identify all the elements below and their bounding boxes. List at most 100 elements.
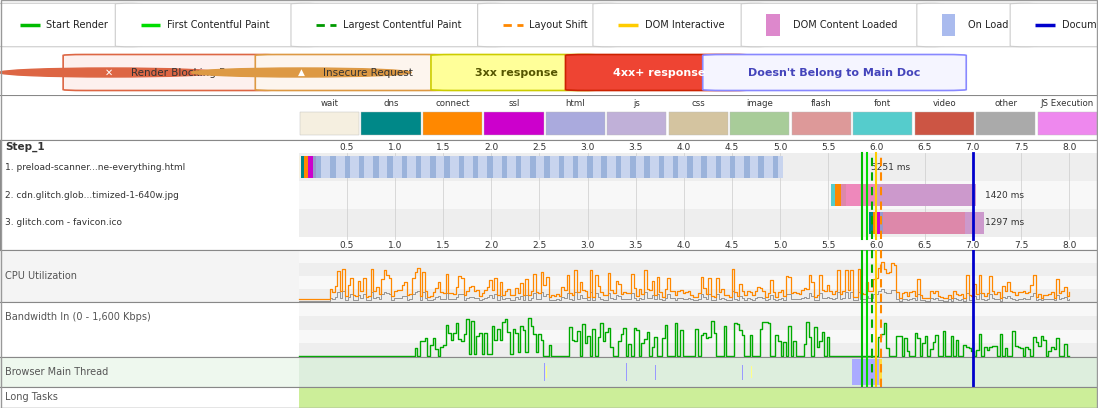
Text: font: font xyxy=(874,99,892,108)
Bar xyxy=(942,14,955,36)
FancyBboxPatch shape xyxy=(63,55,277,91)
Bar xyxy=(299,181,1098,209)
Text: Largest Contentful Paint: Largest Contentful Paint xyxy=(343,20,461,30)
Text: Render Blocking Resource: Render Blocking Resource xyxy=(131,67,267,78)
Bar xyxy=(607,112,666,135)
Bar xyxy=(502,156,507,178)
Circle shape xyxy=(0,68,220,77)
Bar xyxy=(345,156,350,178)
Text: 5.0: 5.0 xyxy=(773,241,787,250)
Text: js: js xyxy=(634,99,640,108)
Text: 3.0: 3.0 xyxy=(581,241,595,250)
Bar xyxy=(299,289,1098,302)
Text: other: other xyxy=(995,99,1017,108)
Bar xyxy=(488,156,493,178)
Text: 5.0: 5.0 xyxy=(773,143,787,152)
Bar xyxy=(473,156,479,178)
Text: ssl: ssl xyxy=(508,99,519,108)
Text: Browser Main Thread: Browser Main Thread xyxy=(5,367,109,377)
Text: 4.0: 4.0 xyxy=(676,143,691,152)
Text: 1420 ms: 1420 ms xyxy=(985,191,1023,200)
Text: 5.5: 5.5 xyxy=(821,143,836,152)
Bar xyxy=(299,263,1098,276)
Bar xyxy=(716,156,721,178)
Text: DOM Interactive: DOM Interactive xyxy=(645,20,725,30)
Bar xyxy=(877,212,879,234)
FancyBboxPatch shape xyxy=(255,55,448,91)
Bar xyxy=(730,112,789,135)
Bar xyxy=(866,212,870,234)
Bar xyxy=(1038,112,1097,135)
Text: 2.5: 2.5 xyxy=(533,143,547,152)
FancyBboxPatch shape xyxy=(917,3,1038,47)
Text: connect: connect xyxy=(435,99,470,108)
Bar xyxy=(299,153,1098,181)
Bar xyxy=(853,112,912,135)
Bar xyxy=(841,184,845,206)
Bar xyxy=(316,156,322,178)
Text: Layout Shift: Layout Shift xyxy=(529,20,587,30)
FancyBboxPatch shape xyxy=(430,55,602,91)
Text: Insecure Request: Insecure Request xyxy=(323,67,413,78)
Text: 3.5: 3.5 xyxy=(628,241,643,250)
Bar xyxy=(573,156,579,178)
Text: 4.5: 4.5 xyxy=(725,143,739,152)
Text: 7.0: 7.0 xyxy=(965,241,981,250)
Bar xyxy=(976,112,1035,135)
Bar xyxy=(965,212,984,234)
Text: dns: dns xyxy=(383,99,399,108)
Bar xyxy=(730,156,736,178)
Bar xyxy=(313,156,316,178)
Bar xyxy=(307,156,313,178)
FancyBboxPatch shape xyxy=(115,3,318,47)
Text: 1. preload-scanner...ne-everything.html: 1. preload-scanner...ne-everything.html xyxy=(5,163,186,172)
Bar xyxy=(545,156,550,178)
FancyBboxPatch shape xyxy=(0,3,143,47)
Bar xyxy=(546,366,547,378)
Bar xyxy=(361,112,421,135)
Text: JS Execution: JS Execution xyxy=(1041,99,1094,108)
Text: 6.5: 6.5 xyxy=(918,143,932,152)
Bar xyxy=(301,156,304,178)
Text: Long Tasks: Long Tasks xyxy=(5,392,58,403)
Text: 7.5: 7.5 xyxy=(1013,143,1028,152)
Bar xyxy=(299,316,1098,330)
Bar xyxy=(402,156,407,178)
Bar xyxy=(915,112,974,135)
Bar xyxy=(602,156,607,178)
Bar xyxy=(330,156,336,178)
Text: 2.0: 2.0 xyxy=(484,241,498,250)
Text: On Load: On Load xyxy=(968,20,1009,30)
Bar xyxy=(299,250,1098,263)
Text: CPU Utilization: CPU Utilization xyxy=(5,271,78,281)
Bar xyxy=(299,343,1098,357)
Bar xyxy=(673,156,679,178)
Text: 7.0: 7.0 xyxy=(965,143,981,152)
Bar xyxy=(445,156,450,178)
FancyBboxPatch shape xyxy=(703,55,966,91)
Bar xyxy=(430,156,436,178)
Bar xyxy=(388,156,393,178)
Bar xyxy=(484,112,544,135)
Text: html: html xyxy=(565,99,585,108)
Bar xyxy=(530,156,536,178)
Bar xyxy=(416,156,422,178)
Bar xyxy=(875,184,976,206)
Text: wait: wait xyxy=(321,99,338,108)
Text: 1.0: 1.0 xyxy=(388,143,402,152)
Text: 4.0: 4.0 xyxy=(676,241,691,250)
Text: 4xx+ response: 4xx+ response xyxy=(613,67,705,78)
Bar xyxy=(373,156,379,178)
Bar xyxy=(359,156,365,178)
Text: 2. cdn.glitch.glob...timized-1-640w.jpg: 2. cdn.glitch.glob...timized-1-640w.jpg xyxy=(5,191,179,200)
Text: 3. glitch.com - favicon.ico: 3. glitch.com - favicon.ico xyxy=(5,218,123,227)
Bar xyxy=(883,212,965,234)
Bar xyxy=(299,357,1098,387)
Bar xyxy=(546,112,605,135)
Text: DOM Content Loaded: DOM Content Loaded xyxy=(793,20,897,30)
Text: css: css xyxy=(692,99,705,108)
Text: 2.0: 2.0 xyxy=(484,143,498,152)
Bar xyxy=(645,156,650,178)
Bar xyxy=(304,156,307,178)
Bar xyxy=(870,212,873,234)
